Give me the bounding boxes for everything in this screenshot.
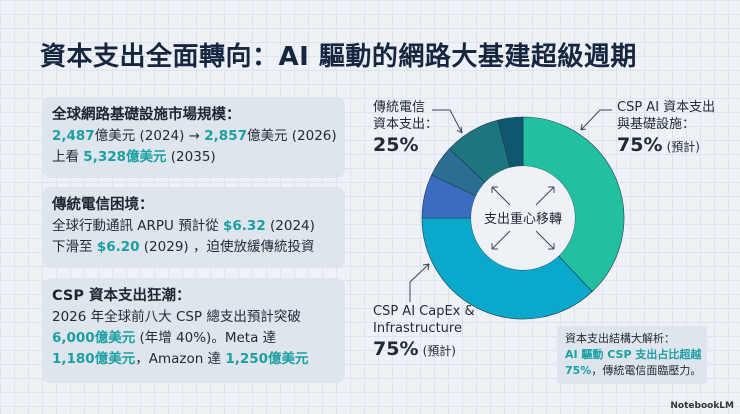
text: 2026 年全球前八大 CSP 總支出預計突破 <box>52 309 301 325</box>
value: 1,180億美元 <box>52 351 136 367</box>
telecom-label: 傳統電信 資本支出： 25% <box>373 99 438 157</box>
text: (2029) ，迫使放緩傳統投資 <box>139 239 315 255</box>
percent: 75% <box>373 338 419 360</box>
text: 億美元 (2026) <box>246 128 337 144</box>
csp-card: CSP 資本支出狂潮： 2026 年全球前八大 CSP 總支出預計突破 6,00… <box>42 278 345 383</box>
analysis-note: 資本支出結構大解析： AI 驅動 CSP 支出占比超越 75%，傳統電信面臨壓力… <box>557 326 707 384</box>
card-heading: 全球網路基礎設施市場規模： <box>52 107 241 123</box>
text: Infrastructure <box>373 321 462 336</box>
telecom-leader-arrow <box>432 109 463 134</box>
text: 上看 <box>52 149 84 165</box>
text: CSP AI CapEx & <box>373 304 475 319</box>
note: (預計) <box>422 344 456 358</box>
percent: 25% <box>373 134 419 156</box>
csp-en-leader-arrow <box>409 263 430 302</box>
text: ，傳統電信面臨壓力。 <box>591 364 702 377</box>
text: 傳統電信 <box>373 100 426 115</box>
card-heading: 傳統電信困境： <box>52 197 154 213</box>
text: (年增 40%)。Meta 達 <box>135 330 277 346</box>
csp-en-label: CSP AI CapEx & Infrastructure 75% (預計) <box>373 303 475 361</box>
text: ，Amazon 達 <box>135 351 226 367</box>
value: 5,328億美元 <box>83 149 167 165</box>
arrow-icon <box>535 230 555 250</box>
highlight: AI 驅動 CSP 支出占比超越 <box>565 348 702 361</box>
note: (預計) <box>666 140 700 154</box>
text: 資本支出結構大解析： <box>565 332 675 345</box>
notebooklm-logo: NotebookLM <box>670 401 734 411</box>
card-heading: CSP 資本支出狂潮： <box>52 288 191 304</box>
arrow-icon <box>535 186 555 206</box>
text: 下滑至 <box>52 239 97 255</box>
arrow-icon <box>491 230 511 250</box>
highlight: 75% <box>565 364 592 377</box>
value: 2,857 <box>204 128 247 144</box>
arrows <box>409 109 612 302</box>
text: 資本支出： <box>373 117 439 132</box>
csp-label: CSP AI 資本支出 與基礎設施： 75% (預計) <box>617 99 715 157</box>
market-size-card: 全球網路基礎設施市場規模： 2,487億美元 (2024) → 2,857億美元… <box>42 97 345 178</box>
value: 2,487 <box>52 128 95 144</box>
text: CSP AI 資本支出 <box>617 100 716 115</box>
text: 億美元 (2024) → <box>94 128 205 144</box>
value: $6.32 <box>223 218 266 234</box>
center-label: 支出重心移轉 <box>484 211 562 227</box>
value: 1,250億美元 <box>225 351 309 367</box>
text: 全球行動通訊 ARPU 預計從 <box>52 218 224 234</box>
text: (2024) <box>265 218 315 234</box>
percent: 75% <box>617 134 663 156</box>
page-title: 資本支出全面轉向：AI 驅動的網路大基建超級週期 <box>40 42 637 72</box>
arrow-icon <box>491 186 511 206</box>
csp-leader-arrow <box>580 109 612 131</box>
text: 與基礎設施： <box>617 117 696 132</box>
telecom-card: 傳統電信困境： 全球行動通訊 ARPU 預計從 $6.32 (2024) 下滑至… <box>42 187 345 268</box>
value: 6,000億美元 <box>52 330 136 346</box>
value: $6.20 <box>96 239 140 255</box>
text: (2035) <box>166 149 216 165</box>
